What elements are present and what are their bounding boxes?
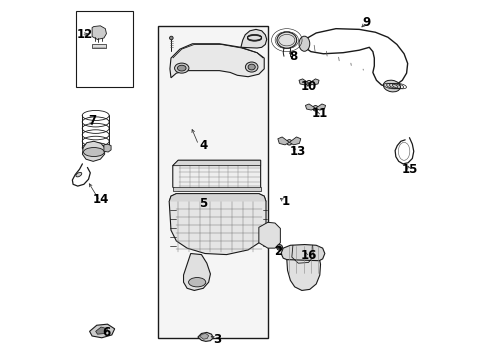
Ellipse shape [312, 105, 318, 111]
Polygon shape [305, 104, 315, 110]
Text: 10: 10 [300, 80, 317, 93]
Ellipse shape [276, 32, 296, 48]
Polygon shape [92, 26, 106, 40]
Polygon shape [281, 244, 324, 261]
Polygon shape [96, 327, 107, 334]
Text: 1: 1 [281, 195, 289, 208]
Ellipse shape [383, 80, 400, 92]
Polygon shape [169, 44, 264, 78]
Polygon shape [183, 253, 210, 291]
Bar [158, 26, 267, 338]
Polygon shape [241, 30, 266, 48]
Polygon shape [298, 79, 308, 85]
Ellipse shape [298, 36, 309, 51]
Text: 5: 5 [199, 197, 207, 210]
Polygon shape [172, 160, 260, 166]
Text: 9: 9 [362, 16, 370, 29]
Ellipse shape [276, 244, 282, 250]
Text: 3: 3 [213, 333, 221, 346]
Bar [76, 12, 133, 87]
Polygon shape [172, 187, 260, 191]
Polygon shape [92, 44, 106, 48]
Text: 7: 7 [88, 114, 96, 127]
Polygon shape [199, 333, 208, 339]
Polygon shape [89, 324, 115, 338]
Polygon shape [315, 104, 325, 110]
Ellipse shape [247, 64, 255, 70]
Text: 16: 16 [300, 249, 317, 262]
Ellipse shape [245, 62, 258, 72]
Polygon shape [172, 160, 260, 191]
Polygon shape [82, 141, 104, 161]
Polygon shape [286, 257, 320, 291]
Polygon shape [289, 137, 300, 145]
Polygon shape [104, 144, 111, 152]
Ellipse shape [169, 36, 173, 40]
Ellipse shape [177, 65, 185, 71]
Text: 12: 12 [77, 28, 93, 41]
Ellipse shape [286, 140, 291, 145]
Text: 13: 13 [289, 145, 306, 158]
Polygon shape [169, 194, 265, 202]
Ellipse shape [306, 81, 311, 86]
Text: 15: 15 [401, 163, 417, 176]
Polygon shape [169, 194, 265, 255]
Text: 14: 14 [93, 193, 109, 206]
Text: 8: 8 [288, 50, 296, 63]
Polygon shape [198, 332, 213, 341]
Ellipse shape [83, 148, 104, 157]
Ellipse shape [174, 63, 188, 73]
Text: 2: 2 [274, 245, 282, 258]
Ellipse shape [188, 278, 205, 287]
Ellipse shape [76, 172, 81, 177]
Text: 4: 4 [199, 139, 207, 152]
Polygon shape [258, 222, 280, 248]
Text: 6: 6 [102, 326, 110, 339]
Ellipse shape [278, 246, 281, 249]
Polygon shape [308, 79, 319, 85]
Text: 11: 11 [311, 107, 327, 120]
Polygon shape [277, 137, 289, 145]
